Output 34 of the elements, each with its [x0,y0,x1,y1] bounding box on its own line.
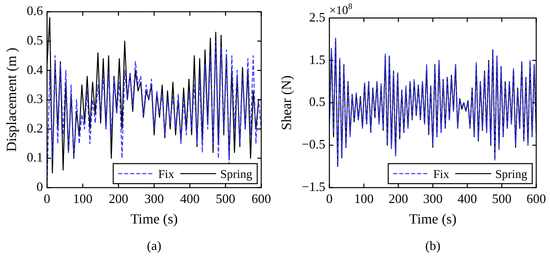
y-tick-label: 0.6 [26,3,44,18]
x-tick-label: 400 [458,190,478,206]
y-tick-label: 0.1 [26,150,44,165]
legend-label: Fix [158,166,174,181]
legend-label: Spring [220,166,252,181]
y-tick-label: 0 [36,179,44,194]
x-tick-label: 300 [423,190,443,206]
x-tick-label: 100 [354,190,374,206]
x-tick-label: 500 [216,190,236,206]
y-tick-label: 0.5 [26,32,44,48]
y-axis-title: Shear (N) [280,75,296,130]
x-tick-label: 600 [252,190,271,206]
x-axis-title: Time (s) [130,212,178,228]
y-tick-label: 0.3 [26,91,44,106]
x-axis-title: Time (s) [409,212,457,228]
y-tick-label: 1.5 [309,52,326,67]
x-tick-label: 500 [492,190,512,206]
text: (a) [146,238,162,253]
legend-label: Spring [495,166,528,181]
y-tick-label: 0.5 [309,94,326,110]
y-axis-title: Displacement (m ) [5,47,20,152]
y-tick-label: 0.4 [26,62,44,77]
y-tick-label: −0.5 [302,136,326,152]
y-tick-label: −1.5 [302,179,326,194]
x-tick-label: 300 [144,190,164,206]
x-tick-label: 400 [180,190,200,206]
x-tick-label: 200 [108,190,128,206]
text: (b) [425,238,440,253]
y-tick-label: 2.5 [309,9,326,24]
x-tick-label: 200 [388,190,408,206]
x-tick-label: 600 [526,190,546,206]
y-tick-label: 0.2 [26,120,44,136]
x-tick-label: 100 [73,190,92,206]
legend-label: Fix [433,166,450,181]
